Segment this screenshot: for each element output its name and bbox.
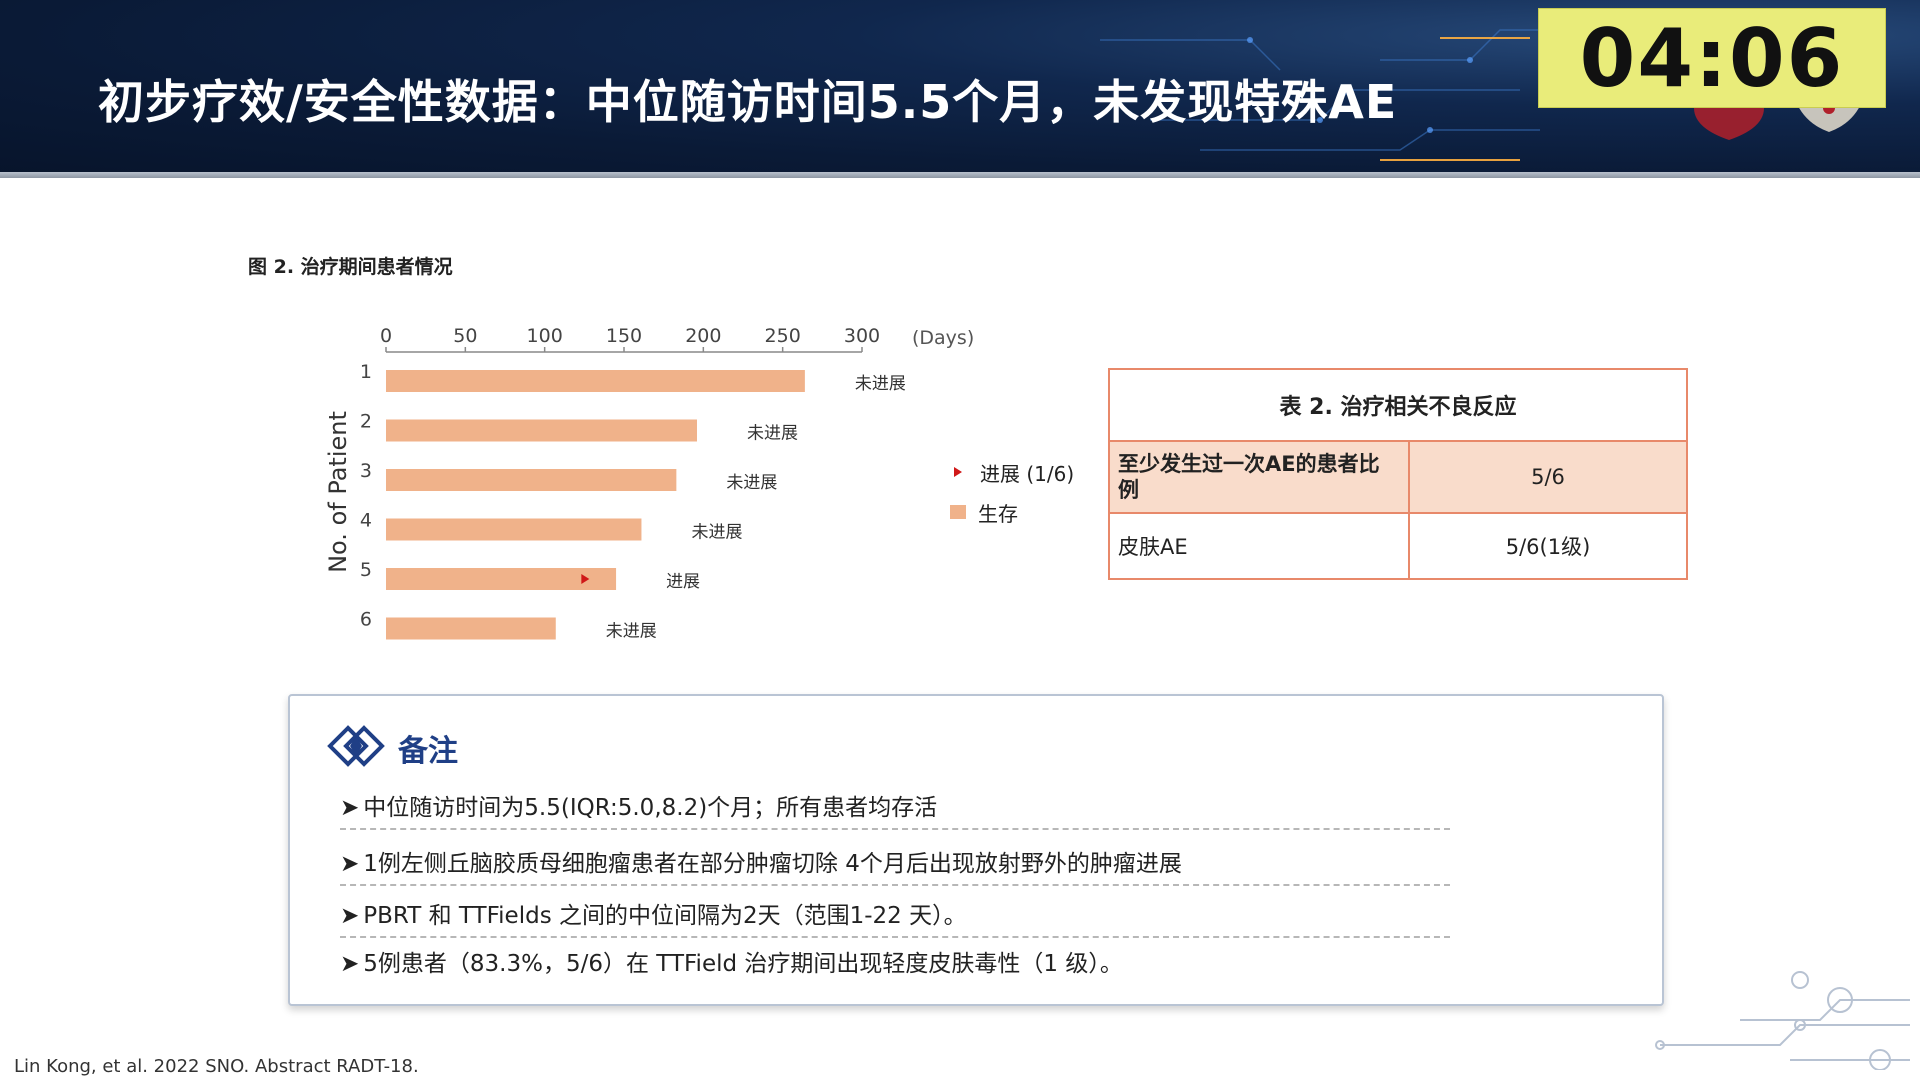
table-header-row: 表 2. 治疗相关不良反应 <box>1108 368 1688 442</box>
table-cell-label: 至少发生过一次AE的患者比例 <box>1108 440 1410 514</box>
arrow-bullet-icon: ➤ <box>340 851 360 877</box>
countdown-timer: 04:06 <box>1538 8 1886 108</box>
note-item: ➤ PBRT 和 TTFields 之间的中位间隔为2天（范围1-22 天）。 <box>340 896 1450 938</box>
legend-item-survival: 生存 <box>950 492 1074 532</box>
y-tick-label: 2 <box>360 411 372 433</box>
table-row: 至少发生过一次AE的患者比例 5/6 <box>1108 440 1688 514</box>
table-title: 表 2. 治疗相关不良反应 <box>1108 368 1688 442</box>
page-title: 初步疗效/安全性数据：中位随访时间5.5个月，未发现特殊AE <box>98 75 1398 129</box>
data-label: 未进展 <box>855 374 906 394</box>
note-item: ➤ 中位随访时间为5.5(IQR:5.0,8.2)个月；所有患者均存活 <box>340 788 1450 830</box>
bar <box>386 617 556 640</box>
arrow-bullet-icon: ➤ <box>340 903 360 929</box>
note-item: ➤ 5例患者（83.3%，5/6）在 TTField 治疗期间出现轻度皮肤毒性（1… <box>340 944 1450 984</box>
note-text: 1例左侧丘脑胶质母细胞瘤患者在部分肿瘤切除 4个月后出现放射野外的肿瘤进展 <box>363 851 1182 877</box>
legend-label: 进展 (1/6) <box>980 461 1075 486</box>
patient-bar-chart: 0 50 100 150 200 250 300 (Days) No. of Patient 1 未… <box>324 325 974 642</box>
bar <box>386 370 805 392</box>
legend-label: 生存 <box>978 501 1018 526</box>
y-tick-label: 6 <box>360 609 372 631</box>
bar <box>386 469 677 491</box>
table-cell-value: 5/6 <box>1408 440 1688 514</box>
bar <box>386 518 642 541</box>
y-tick-label: 3 <box>360 460 372 482</box>
x-tick-label: 200 <box>685 325 721 347</box>
note-text: 5例患者（83.3%，5/6）在 TTField 治疗期间出现轻度皮肤毒性（1 … <box>363 951 1123 977</box>
notes-box: 备注 ➤ 中位随访时间为5.5(IQR:5.0,8.2)个月；所有患者均存活 ➤ 1… <box>288 694 1664 1006</box>
data-label: 未进展 <box>691 523 742 543</box>
square-swatch-icon <box>950 505 966 519</box>
x-tick-label: 100 <box>527 325 563 347</box>
table-cell-value: 5/6(1级) <box>1408 512 1688 580</box>
y-tick-label: 4 <box>360 510 372 532</box>
note-item: ➤ 1例左侧丘脑胶质母细胞瘤患者在部分肿瘤切除 4个月后出现放射野外的肿瘤进展 <box>340 844 1450 886</box>
note-text: 中位随访时间为5.5(IQR:5.0,8.2)个月；所有患者均存活 <box>363 795 938 821</box>
diamond-logo-icon <box>327 725 385 767</box>
data-label: 未进展 <box>606 622 657 642</box>
data-label: 进展 <box>666 572 700 592</box>
x-axis-label: (Days) <box>912 327 974 349</box>
header-banner: 初步疗效/安全性数据：中位随访时间5.5个月，未发现特殊AE 04:06 <box>0 0 1920 178</box>
bar <box>386 419 697 442</box>
circuit-corner-decoration <box>1655 971 1910 1070</box>
x-tick-label: 250 <box>765 325 801 347</box>
data-label: 未进展 <box>747 424 798 444</box>
y-tick-label: 1 <box>360 361 372 383</box>
bar <box>386 568 617 590</box>
legend-item-progression: 进展 (1/6) <box>950 452 1074 492</box>
figure-caption: 图 2. 治疗期间患者情况 <box>248 256 453 278</box>
notes-title: 备注 <box>398 734 458 769</box>
y-tick-label: 5 <box>360 559 372 581</box>
arrow-bullet-icon: ➤ <box>340 795 360 821</box>
x-tick-label: 150 <box>606 325 642 347</box>
circuit-decoration <box>1100 29 1540 161</box>
table-cell-label: 皮肤AE <box>1108 512 1410 580</box>
x-tick-label: 50 <box>453 325 477 347</box>
note-text: PBRT 和 TTFields 之间的中位间隔为2天（范围1-22 天）。 <box>363 903 967 929</box>
x-tick-label: 300 <box>844 325 880 347</box>
citation: Lin Kong, et al. 2022 SNO. Abstract RADT… <box>14 1056 419 1077</box>
chart-legend: 进展 (1/6) 生存 <box>950 452 1074 532</box>
table-row: 皮肤AE 5/6(1级) <box>1108 512 1688 580</box>
data-label: 未进展 <box>726 473 777 493</box>
progression-marker <box>581 574 590 584</box>
x-tick-label: 0 <box>380 325 392 347</box>
adverse-events-table: 表 2. 治疗相关不良反应 至少发生过一次AE的患者比例 5/6 皮肤AE 5/… <box>1108 368 1688 580</box>
triangle-marker-icon <box>954 467 962 477</box>
y-axis-label: No. of Patient <box>324 411 352 573</box>
arrow-bullet-icon: ➤ <box>340 951 360 977</box>
